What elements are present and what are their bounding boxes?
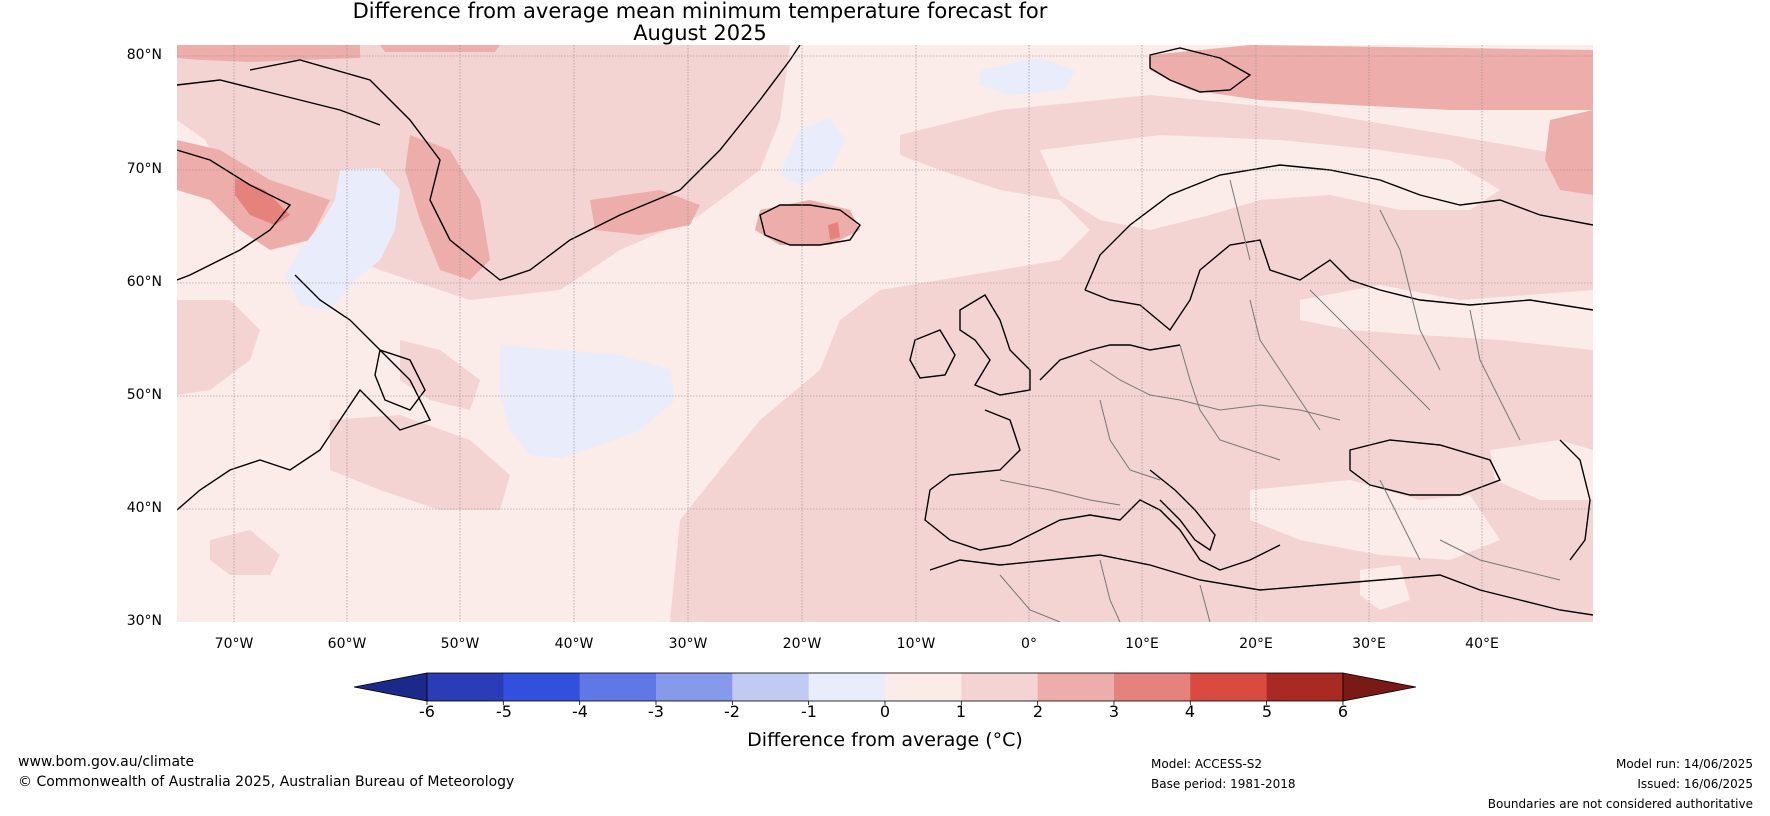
footer-model: Model: ACCESS-S2 (1151, 757, 1263, 771)
map-gridlines (177, 45, 1593, 622)
lat-label-40n: 40°N (126, 500, 162, 516)
colorbar-label: Difference from average (°C) (747, 729, 1023, 751)
lon-label-30w: 30°W (668, 636, 708, 652)
colorbar-tick-neg1: -1 (801, 702, 817, 721)
colorbar-bin (1190, 673, 1268, 701)
colorbar-bin (579, 673, 657, 701)
colorbar-bin (427, 673, 504, 701)
colorbar-tick-3: 3 (1108, 702, 1120, 721)
colorbar-bin (808, 673, 886, 701)
coastlines (177, 45, 1593, 616)
lat-label-50n: 50°N (126, 387, 162, 403)
lon-label-60w: 60°W (327, 636, 367, 652)
colorbar-bin (1037, 673, 1115, 701)
footer-website: www.bom.gov.au/climate (18, 754, 195, 770)
colorbar-tick-4: 4 (1184, 702, 1196, 721)
lon-label-20w: 20°W (782, 636, 822, 652)
footer-copyright: © Commonwealth of Australia 2025, Austra… (18, 774, 515, 790)
lat-label-80n: 80°N (126, 47, 162, 63)
colorbar-bin (961, 673, 1039, 701)
lon-label-40e: 40°E (1465, 636, 1499, 652)
chart-title-line1: Difference from average mean minimum tem… (352, 0, 1048, 23)
lon-label-20e: 20°E (1239, 636, 1273, 652)
lat-label-60n: 60°N (126, 274, 162, 290)
lon-label-10e: 10°E (1125, 636, 1159, 652)
colorbar-bin (732, 673, 810, 701)
colorbar-extend-high (1342, 672, 1417, 702)
map-area (177, 45, 1593, 622)
lon-label-10w: 10°W (896, 636, 936, 652)
lon-label-0: 0° (1021, 636, 1037, 652)
colorbar (353, 672, 1417, 705)
colorbar-bin (655, 673, 733, 701)
colorbar-tick-1: 1 (955, 702, 967, 721)
lon-label-40w: 40°W (554, 636, 594, 652)
lon-label-50w: 50°W (440, 636, 480, 652)
colorbar-tick-neg2: -2 (724, 702, 740, 721)
colorbar-tick-neg4: -4 (572, 702, 588, 721)
colorbar-bin (1113, 673, 1191, 701)
colorbar-bin (884, 673, 962, 701)
anomaly-negative-1-0-regions (285, 58, 1075, 458)
colorbar-bin (1266, 673, 1344, 701)
colorbar-bin (503, 673, 581, 701)
colorbar-tick-6: 6 (1337, 702, 1349, 721)
colorbar-extend-low (353, 672, 428, 702)
lat-label-30n: 30°N (126, 613, 162, 629)
lon-label-30e: 30°E (1352, 636, 1386, 652)
footer-model-run: Model run: 14/06/2025 (1615, 757, 1753, 771)
country-borders (999, 179, 1561, 622)
colorbar-tick-neg3: -3 (648, 702, 664, 721)
footer-issued: Issued: 16/06/2025 (1637, 777, 1753, 791)
footer-disclaimer: Boundaries are not considered authoritat… (1487, 797, 1753, 811)
anomaly-3-4-regions (235, 178, 840, 240)
colorbar-tick-2: 2 (1032, 702, 1044, 721)
lon-label-70w: 70°W (214, 636, 254, 652)
colorbar-tick-5: 5 (1261, 702, 1273, 721)
lat-label-70n: 70°N (126, 161, 162, 177)
footer-base-period: Base period: 1981-2018 (1151, 777, 1296, 791)
colorbar-tick-neg5: -5 (496, 702, 512, 721)
chart-title-line2: August 2025 (633, 21, 767, 45)
colorbar-tick-0: 0 (879, 702, 891, 721)
colorbar-tick-neg6: -6 (419, 702, 435, 721)
